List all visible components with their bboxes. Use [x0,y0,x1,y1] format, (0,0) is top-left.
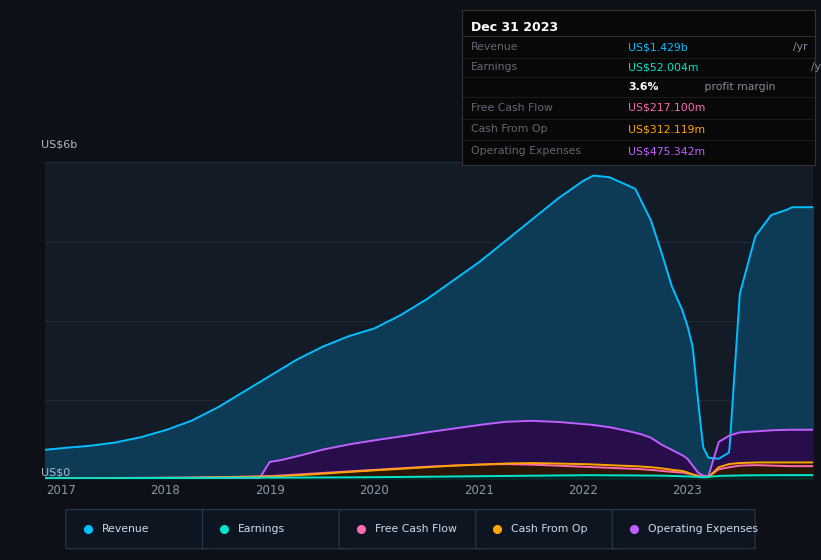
Text: US$312.119m: US$312.119m [628,124,705,134]
Text: Operating Expenses: Operating Expenses [470,146,580,156]
Text: US$1.429b: US$1.429b [628,42,688,52]
Text: Cash From Op: Cash From Op [470,124,548,134]
Text: US$217.100m: US$217.100m [628,102,705,113]
Text: Free Cash Flow: Free Cash Flow [470,102,553,113]
FancyBboxPatch shape [475,510,618,549]
Text: Free Cash Flow: Free Cash Flow [374,524,456,534]
Text: 3.6%: 3.6% [628,82,658,92]
FancyBboxPatch shape [339,510,482,549]
Text: Dec 31 2023: Dec 31 2023 [470,21,558,34]
Text: Revenue: Revenue [470,42,518,52]
Text: Earnings: Earnings [470,62,518,72]
Text: Operating Expenses: Operating Expenses [648,524,758,534]
Text: /yr: /yr [793,42,808,52]
Text: profit margin: profit margin [701,82,776,92]
Text: Cash From Op: Cash From Op [511,524,588,534]
Text: Revenue: Revenue [102,524,149,534]
Text: /yr: /yr [811,62,821,72]
FancyBboxPatch shape [612,510,755,549]
Text: US$0: US$0 [41,467,71,477]
FancyBboxPatch shape [66,510,209,549]
Text: Earnings: Earnings [238,524,285,534]
FancyBboxPatch shape [203,510,346,549]
Text: US$475.342m: US$475.342m [628,146,705,156]
Text: US$52.004m: US$52.004m [628,62,699,72]
Text: US$6b: US$6b [41,140,77,150]
